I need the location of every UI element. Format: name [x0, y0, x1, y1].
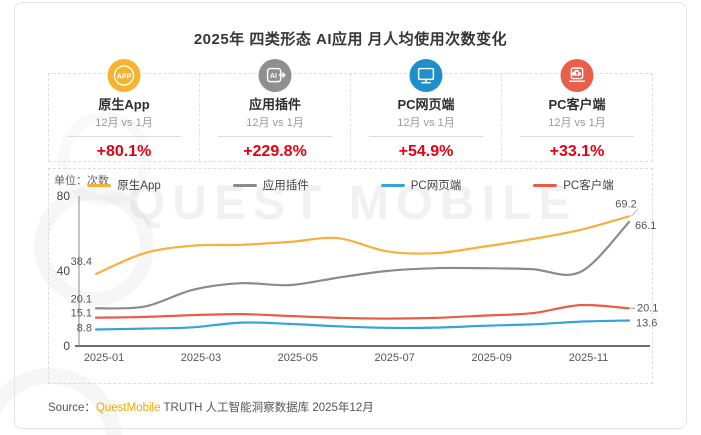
stats-panel: APP 原生App 12月 vs 1月 +80.1% AI 应用插件 12月 v… [48, 59, 653, 162]
app-icon: APP [107, 59, 141, 92]
legend-label: 原生App [117, 180, 161, 192]
card-change: +229.8% [243, 143, 307, 160]
x-tick-label: 2025-07 [375, 352, 415, 364]
y-tick-label: 80 [57, 189, 71, 203]
card-name: PC网页端 [397, 97, 455, 112]
start-value-label: 20.1 [71, 293, 92, 305]
end-label-leader [630, 208, 639, 217]
legend-swatch [232, 183, 257, 187]
card-divider [218, 136, 332, 137]
legend-swatch [533, 183, 558, 187]
card-name: PC客户端 [548, 97, 606, 112]
source-prefix: Source： [48, 402, 96, 414]
card-period: 12月 vs 1月 [548, 117, 606, 129]
pc-web-icon [409, 59, 443, 92]
x-tick-label: 2025-09 [471, 352, 511, 364]
stat-card-plugin: AI 应用插件 12月 vs 1月 +229.8% [199, 59, 350, 161]
legend-swatch [87, 183, 112, 187]
y-tick-label: 40 [57, 264, 71, 278]
legend-item: PC网页端 [380, 177, 462, 193]
stat-card-pc-web: PC网页端 12月 vs 1月 +54.9% [350, 59, 501, 161]
series-line-2 [94, 319, 631, 331]
legend-label: PC客户端 [563, 180, 614, 192]
chart-panel: 单位：次数 原生App 应用插件 PC网页端 PC客户端 0 40 80 2025-01 20… [48, 168, 659, 384]
card-name: 原生App [98, 97, 150, 112]
legend-label: PC网页端 [410, 180, 462, 192]
legend-item: 原生App [87, 177, 161, 193]
card-period: 12月 vs 1月 [397, 117, 455, 129]
series-line-3 [94, 303, 631, 320]
end-value-label: 13.6 [636, 318, 657, 330]
source-rest: TRUTH 人工智能洞察数据库 2025年12月 [160, 402, 374, 414]
legend-item: 应用插件 [232, 177, 309, 193]
chart-legend: 原生App 应用插件 PC网页端 PC客户端 [49, 177, 652, 193]
pc-client-icon [560, 59, 594, 92]
start-value-label: 15.1 [71, 308, 92, 320]
x-tick-label: 2025-11 [569, 352, 609, 364]
legend-item: PC客户端 [533, 177, 614, 193]
report-frame: 2025年 四类形态 AI应用 月人均使用次数变化 APP 原生App 12月 … [14, 2, 687, 429]
ai-plugin-icon: AI [258, 59, 292, 92]
card-divider [369, 136, 483, 137]
start-value-label: 38.4 [71, 256, 92, 268]
card-divider [67, 136, 181, 137]
series-line-0 [94, 215, 631, 276]
card-change: +33.1% [549, 143, 605, 160]
end-value-label: 20.1 [637, 302, 658, 314]
x-tick-label: 2025-01 [84, 352, 124, 364]
y-tick-label: 0 [63, 339, 70, 353]
source-line: Source：QuestMobile TRUTH 人工智能洞察数据库 2025年… [48, 399, 374, 415]
card-change: +80.1% [96, 143, 152, 160]
start-value-label: 8.8 [77, 323, 92, 335]
x-tick-label: 2025-05 [278, 352, 318, 364]
x-tick-label: 2025-03 [181, 352, 221, 364]
end-value-label: 66.1 [635, 220, 656, 232]
card-period: 12月 vs 1月 [246, 117, 304, 129]
end-value-label: 69.2 [615, 198, 636, 210]
source-brand: QuestMobile [95, 402, 161, 414]
svg-text:APP: APP [117, 72, 132, 80]
legend-label: 应用插件 [262, 180, 309, 192]
card-change: +54.9% [398, 143, 454, 160]
stat-card-pc-client: PC客户端 12月 vs 1月 +33.1% [501, 59, 652, 161]
card-name: 应用插件 [248, 97, 301, 112]
card-period: 12月 vs 1月 [95, 117, 153, 129]
line-chart-svg: 0 40 80 2025-01 2025-03 2025-05 2025-07 2025-09… [57, 189, 659, 364]
card-divider [520, 136, 634, 137]
svg-text:AI: AI [270, 73, 277, 80]
stat-card-native-app: APP 原生App 12月 vs 1月 +80.1% [49, 59, 199, 161]
legend-swatch [380, 183, 405, 187]
series-line-1 [94, 221, 631, 310]
report-title: 2025年 四类形态 AI应用 月人均使用次数变化 [193, 31, 508, 48]
